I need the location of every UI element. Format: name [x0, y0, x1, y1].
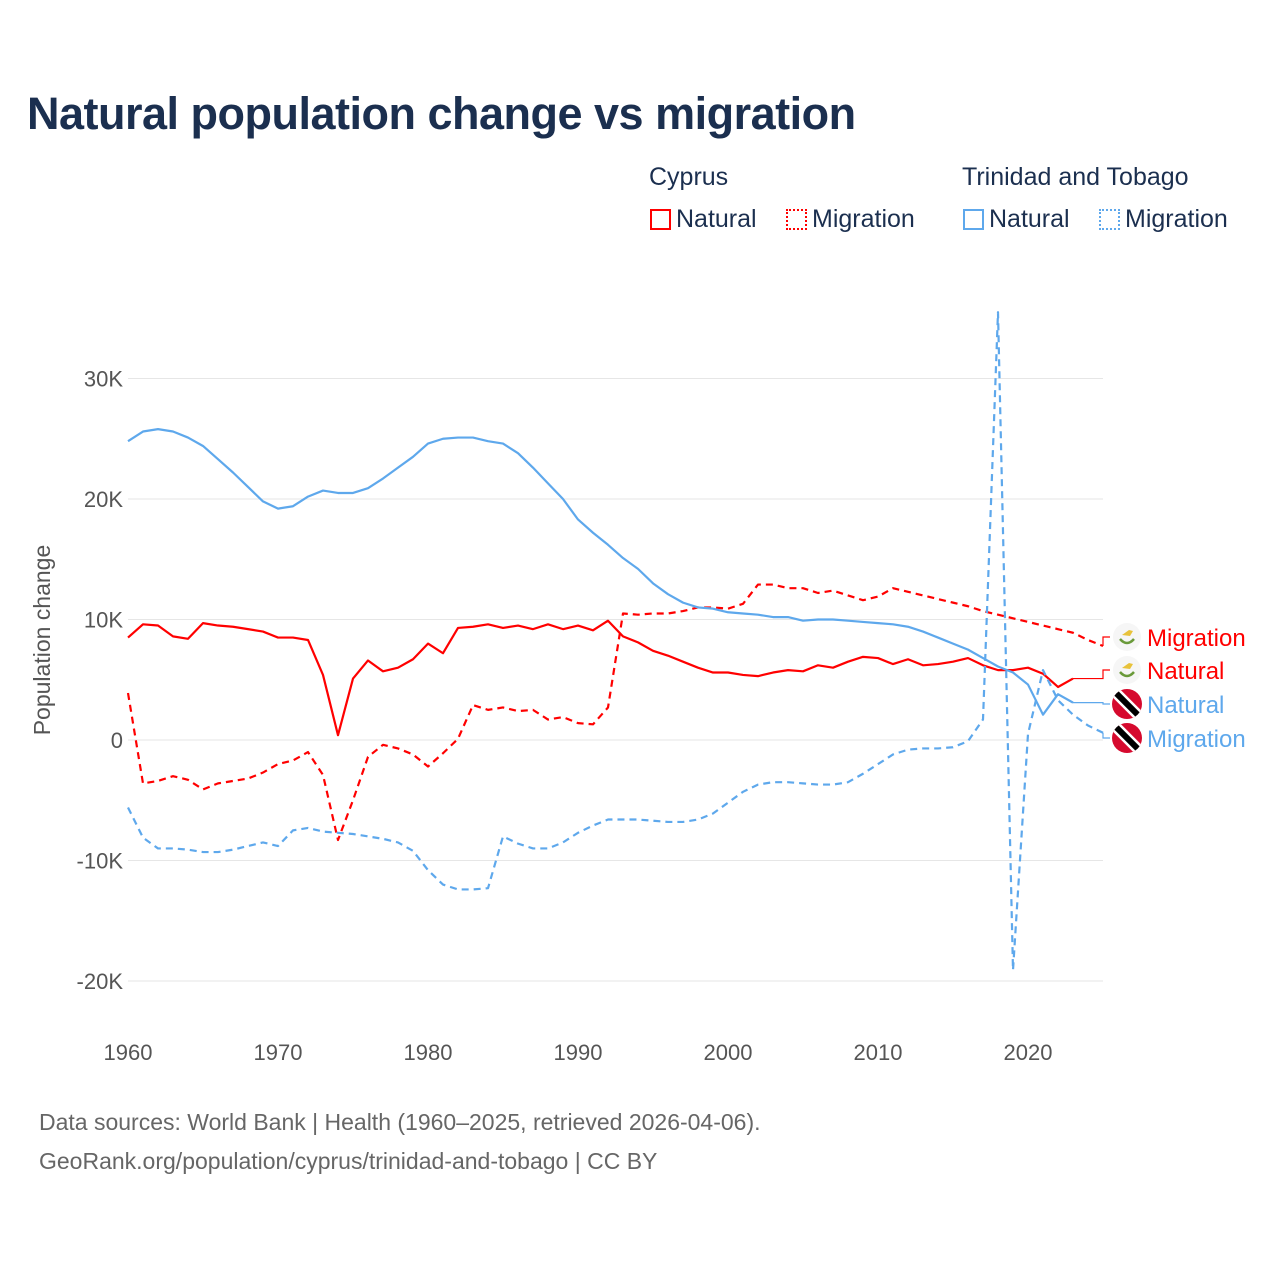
end-label-connector [1073, 702, 1110, 705]
trinidad-flag-icon [1112, 723, 1142, 753]
legend-swatch-dotted [786, 209, 807, 230]
end-label-connector [1073, 669, 1110, 680]
end-label-connector [1102, 732, 1110, 739]
end-label: Migration [1147, 726, 1246, 753]
x-tick-label: 1980 [404, 1040, 453, 1065]
legend-group-trinidad: Trinidad and Tobago [962, 163, 1189, 191]
olive-branch [1119, 671, 1135, 678]
cyprus-map-shape [1122, 630, 1133, 636]
legend-swatch-dotted [1099, 209, 1120, 230]
legend-item-cyprus-natural[interactable]: Natural [650, 205, 757, 234]
y-tick-label: 0 [111, 728, 123, 753]
legend-swatch-solid [650, 209, 671, 230]
cyprus-flag-icon [1113, 623, 1141, 651]
legend-label: Migration [812, 205, 915, 233]
cyprus-flag-icon [1113, 656, 1141, 684]
series-line-trinidad-and-tobago-natural [127, 428, 1074, 716]
y-tick-label: 30K [84, 367, 123, 392]
y-tick-label: 20K [84, 487, 123, 512]
end-label: Natural [1147, 692, 1224, 719]
x-tick-label: 2020 [1004, 1040, 1053, 1065]
y-tick-label: -20K [77, 969, 124, 994]
legend-group-cyprus: Cyprus [649, 163, 729, 191]
x-tick-label: 1970 [254, 1040, 303, 1065]
end-label: Migration [1147, 625, 1246, 652]
y-tick-label: -10K [77, 849, 124, 874]
y-axis-label: Population change [29, 545, 55, 736]
legend-item-cyprus-migration[interactable]: Migration [786, 205, 915, 234]
x-tick-label: 1990 [554, 1040, 603, 1065]
end-label-connector [1102, 636, 1110, 647]
x-tick-label: 1960 [104, 1040, 153, 1065]
chart-title: Natural population change vs migration [27, 88, 856, 139]
footer-sources: Data sources: World Bank | Health (1960–… [39, 1109, 761, 1135]
trinidad-flag-icon [1112, 689, 1142, 719]
cyprus-map-shape [1122, 663, 1133, 669]
legend-label: Natural [676, 205, 757, 233]
series-line-cyprus-natural [127, 619, 1074, 737]
legend-item-trinidad-migration[interactable]: Migration [1099, 205, 1228, 234]
end-label: Natural [1147, 658, 1224, 685]
x-tick-label: 2000 [704, 1040, 753, 1065]
series-line-trinidad-and-tobago-migration [127, 311, 1104, 972]
legend-swatch-solid [963, 209, 984, 230]
legend-label: Natural [989, 205, 1070, 233]
series-line-cyprus-migration [126, 583, 1104, 842]
x-tick-label: 2010 [854, 1040, 903, 1065]
legend-label: Migration [1125, 205, 1228, 233]
footer-link[interactable]: GeoRank.org/population/cyprus/trinidad-a… [39, 1148, 658, 1174]
y-tick-label: 10K [84, 608, 123, 633]
legend-item-trinidad-natural[interactable]: Natural [963, 205, 1070, 234]
olive-branch [1119, 638, 1135, 645]
